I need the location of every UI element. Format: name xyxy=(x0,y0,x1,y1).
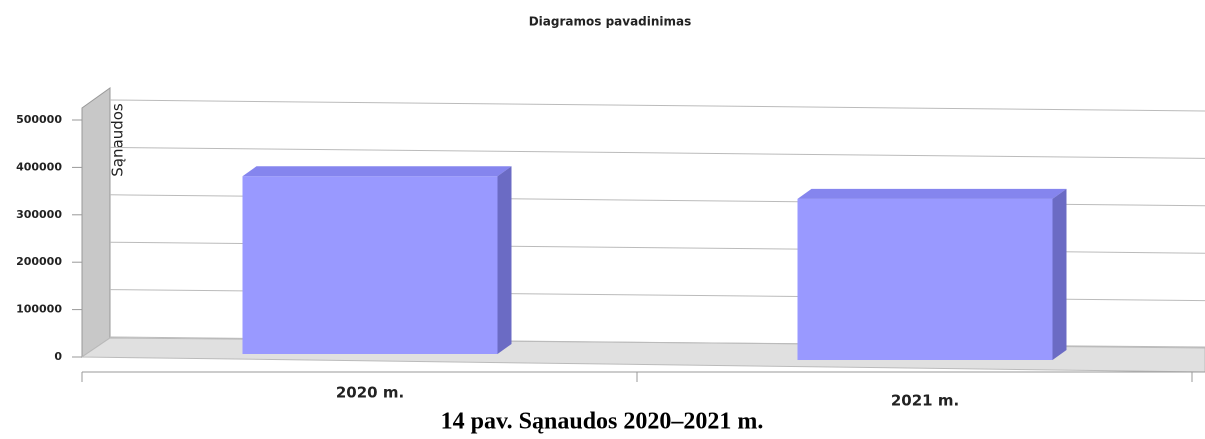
bar-top xyxy=(797,188,1067,199)
y-tick-label: 500000 xyxy=(16,113,62,126)
grid-line xyxy=(109,99,1205,112)
y-tick-label: 200000 xyxy=(16,255,62,268)
caption: 14 pav. Sąnaudos 2020–2021 m. xyxy=(441,409,764,435)
y-tick-label: 100000 xyxy=(16,303,62,316)
y-tick-label: 400000 xyxy=(16,160,62,173)
side-wall xyxy=(81,87,111,358)
x-tick-label: 2021 m. xyxy=(891,392,959,410)
x-tick-label: 2020 m. xyxy=(336,384,404,402)
y-axis-label: Sąnaudos xyxy=(109,103,127,177)
bar-front xyxy=(242,176,498,354)
bar-side xyxy=(497,166,512,354)
bar-side xyxy=(1052,188,1067,360)
bar-top xyxy=(242,166,512,177)
grid-line xyxy=(109,146,1205,159)
y-tick-label: 0 xyxy=(54,350,62,363)
y-tick-label: 300000 xyxy=(16,208,62,221)
bar-front xyxy=(797,198,1053,360)
chart-title: Diagramos pavadinimas xyxy=(529,15,692,29)
